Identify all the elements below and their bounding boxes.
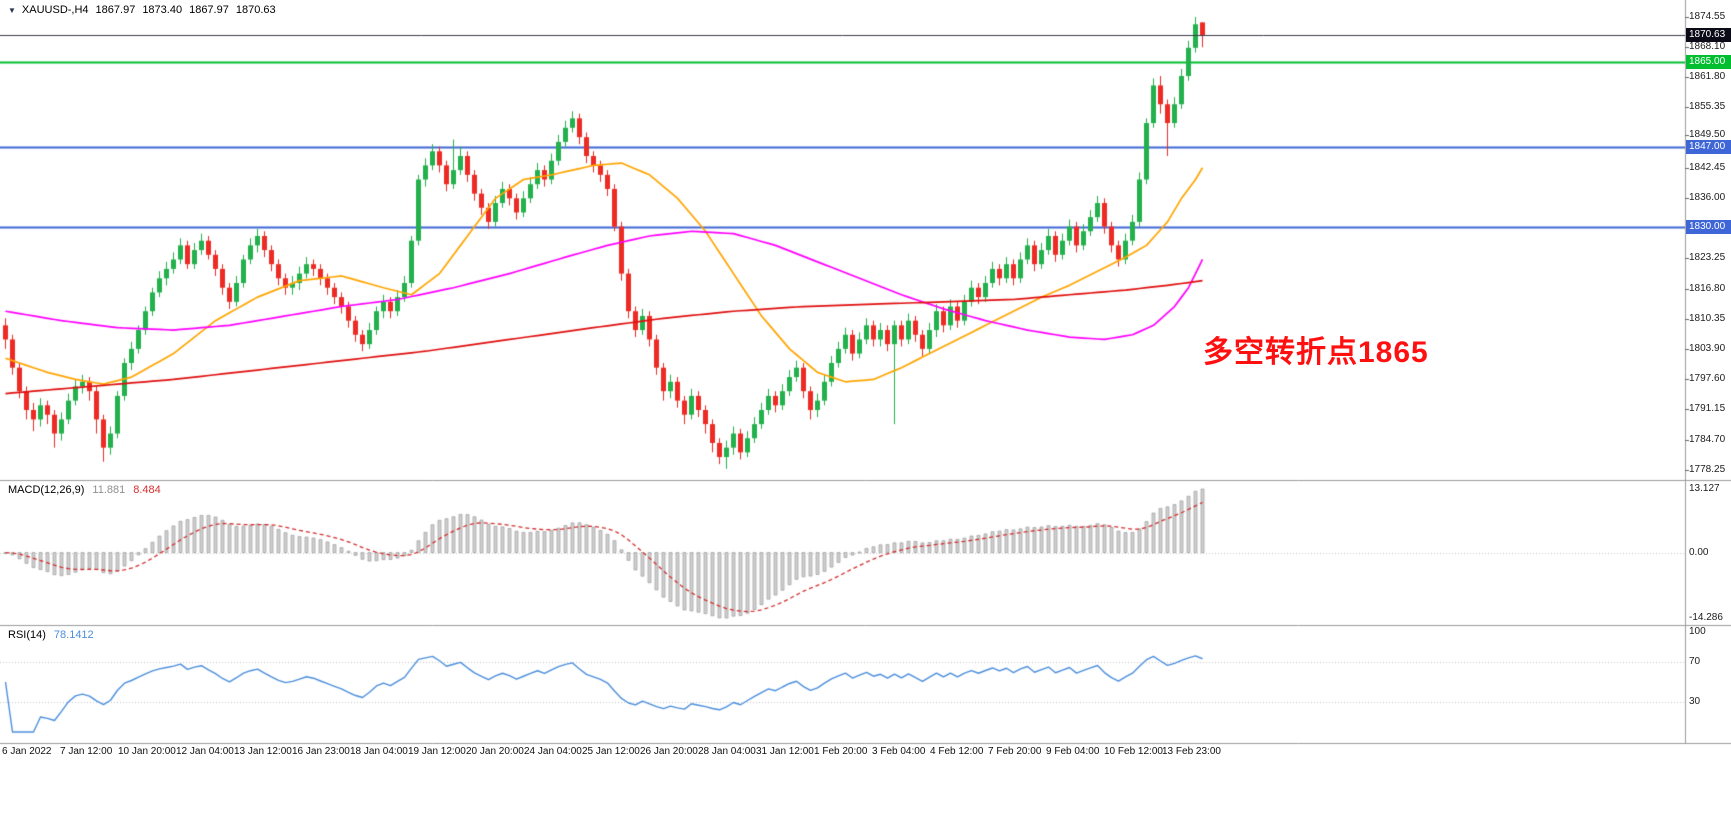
chart-window: ▼ XAUUSD-,H4 1867.97 1873.40 1867.97 187… <box>0 0 1731 839</box>
chart-canvas[interactable] <box>0 0 1731 839</box>
